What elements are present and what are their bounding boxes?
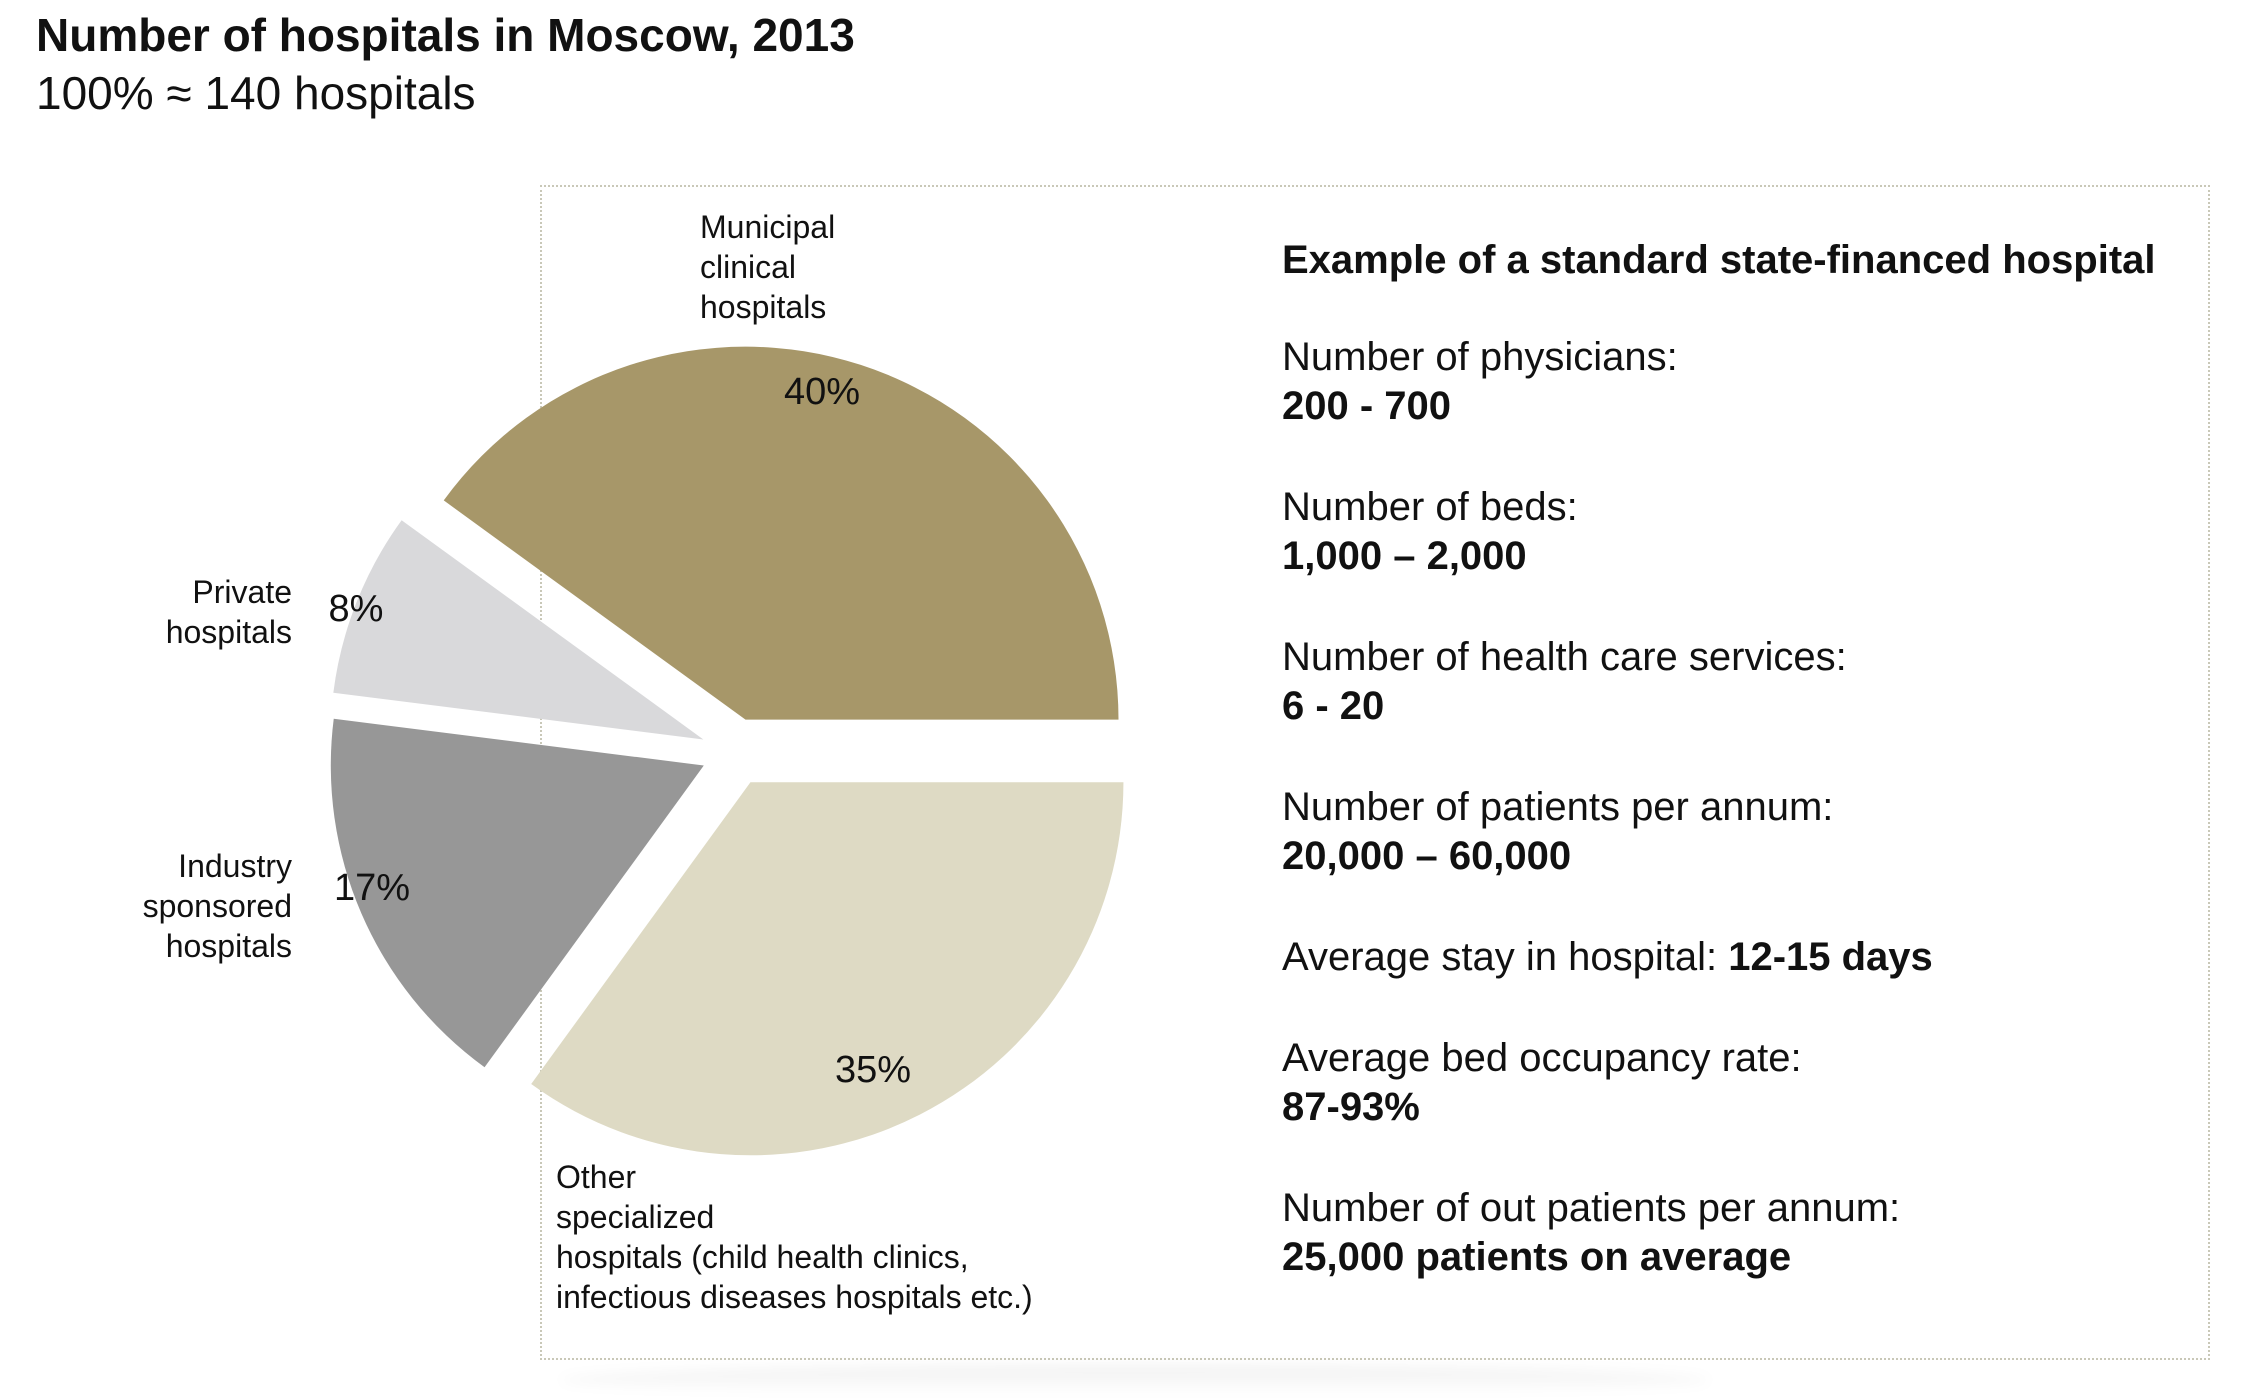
info-label: Number of health care services:	[1282, 635, 1847, 679]
pie-slice	[333, 520, 704, 740]
slice-category-label: hospitals (child health clinics,	[556, 1239, 969, 1275]
info-label: Number of beds:	[1282, 485, 1578, 529]
pie-slice	[443, 346, 1119, 720]
slice-category-label: Private	[192, 574, 292, 610]
info-item-patients: Number of patients per annum: 20,000 – 6…	[1282, 783, 2182, 881]
slice-category-label: hospitals	[166, 614, 292, 650]
slice-category-label: specialized	[556, 1199, 714, 1235]
info-panel: Example of a standard state-financed hos…	[1282, 238, 2182, 1334]
frame-shadow	[560, 1365, 1710, 1395]
slice-category-label: Other	[556, 1159, 636, 1195]
info-value: 12-15 days	[1728, 935, 1933, 979]
info-label: Number of patients per annum:	[1282, 785, 1834, 829]
info-item-occupancy: Average bed occupancy rate: 87-93%	[1282, 1034, 2182, 1132]
info-item-beds: Number of beds: 1,000 – 2,000	[1282, 483, 2182, 581]
pie-slice	[531, 782, 1124, 1156]
info-item-average-stay: Average stay in hospital: 12-15 days	[1282, 933, 2182, 982]
info-item-outpatients: Number of out patients per annum: 25,000…	[1282, 1184, 2182, 1282]
info-heading: Example of a standard state-financed hos…	[1282, 238, 2156, 282]
info-label: Number of physicians:	[1282, 335, 1678, 379]
info-value: 6 - 20	[1282, 684, 1385, 728]
slice-category-label: hospitals	[166, 928, 292, 964]
slice-value-label: 8%	[329, 588, 384, 630]
slice-category-label: clinical	[700, 249, 796, 285]
info-label: Number of out patients per annum:	[1282, 1186, 1901, 1230]
slice-category-label: infectious diseases hospitals etc.)	[556, 1279, 1033, 1315]
chart-subtitle: 100% ≈ 140 hospitals	[36, 67, 476, 119]
slice-category-label: Municipal	[700, 209, 835, 245]
info-item-services: Number of health care services: 6 - 20	[1282, 633, 2182, 731]
info-value: 20,000 – 60,000	[1282, 834, 1572, 878]
info-label: Average bed occupancy rate:	[1282, 1036, 1802, 1080]
info-value: 1,000 – 2,000	[1282, 534, 1527, 578]
info-value: 25,000 patients on average	[1282, 1235, 1792, 1279]
slice-value-label: 40%	[784, 371, 860, 413]
slice-category-label: sponsored	[143, 888, 292, 924]
slice-category-label: Industry	[178, 848, 292, 884]
info-value: 87-93%	[1282, 1085, 1420, 1129]
info-item-physicians: Number of physicians: 200 - 700	[1282, 333, 2182, 431]
info-label: Average stay in hospital:	[1282, 935, 1729, 979]
pie-slice	[330, 718, 704, 1068]
slice-category-label: hospitals	[700, 289, 826, 325]
info-value: 200 - 700	[1282, 384, 1452, 428]
chart-title: Number of hospitals in Moscow, 2013	[36, 9, 855, 61]
slice-value-label: 17%	[334, 867, 410, 909]
slice-value-label: 35%	[835, 1049, 911, 1091]
